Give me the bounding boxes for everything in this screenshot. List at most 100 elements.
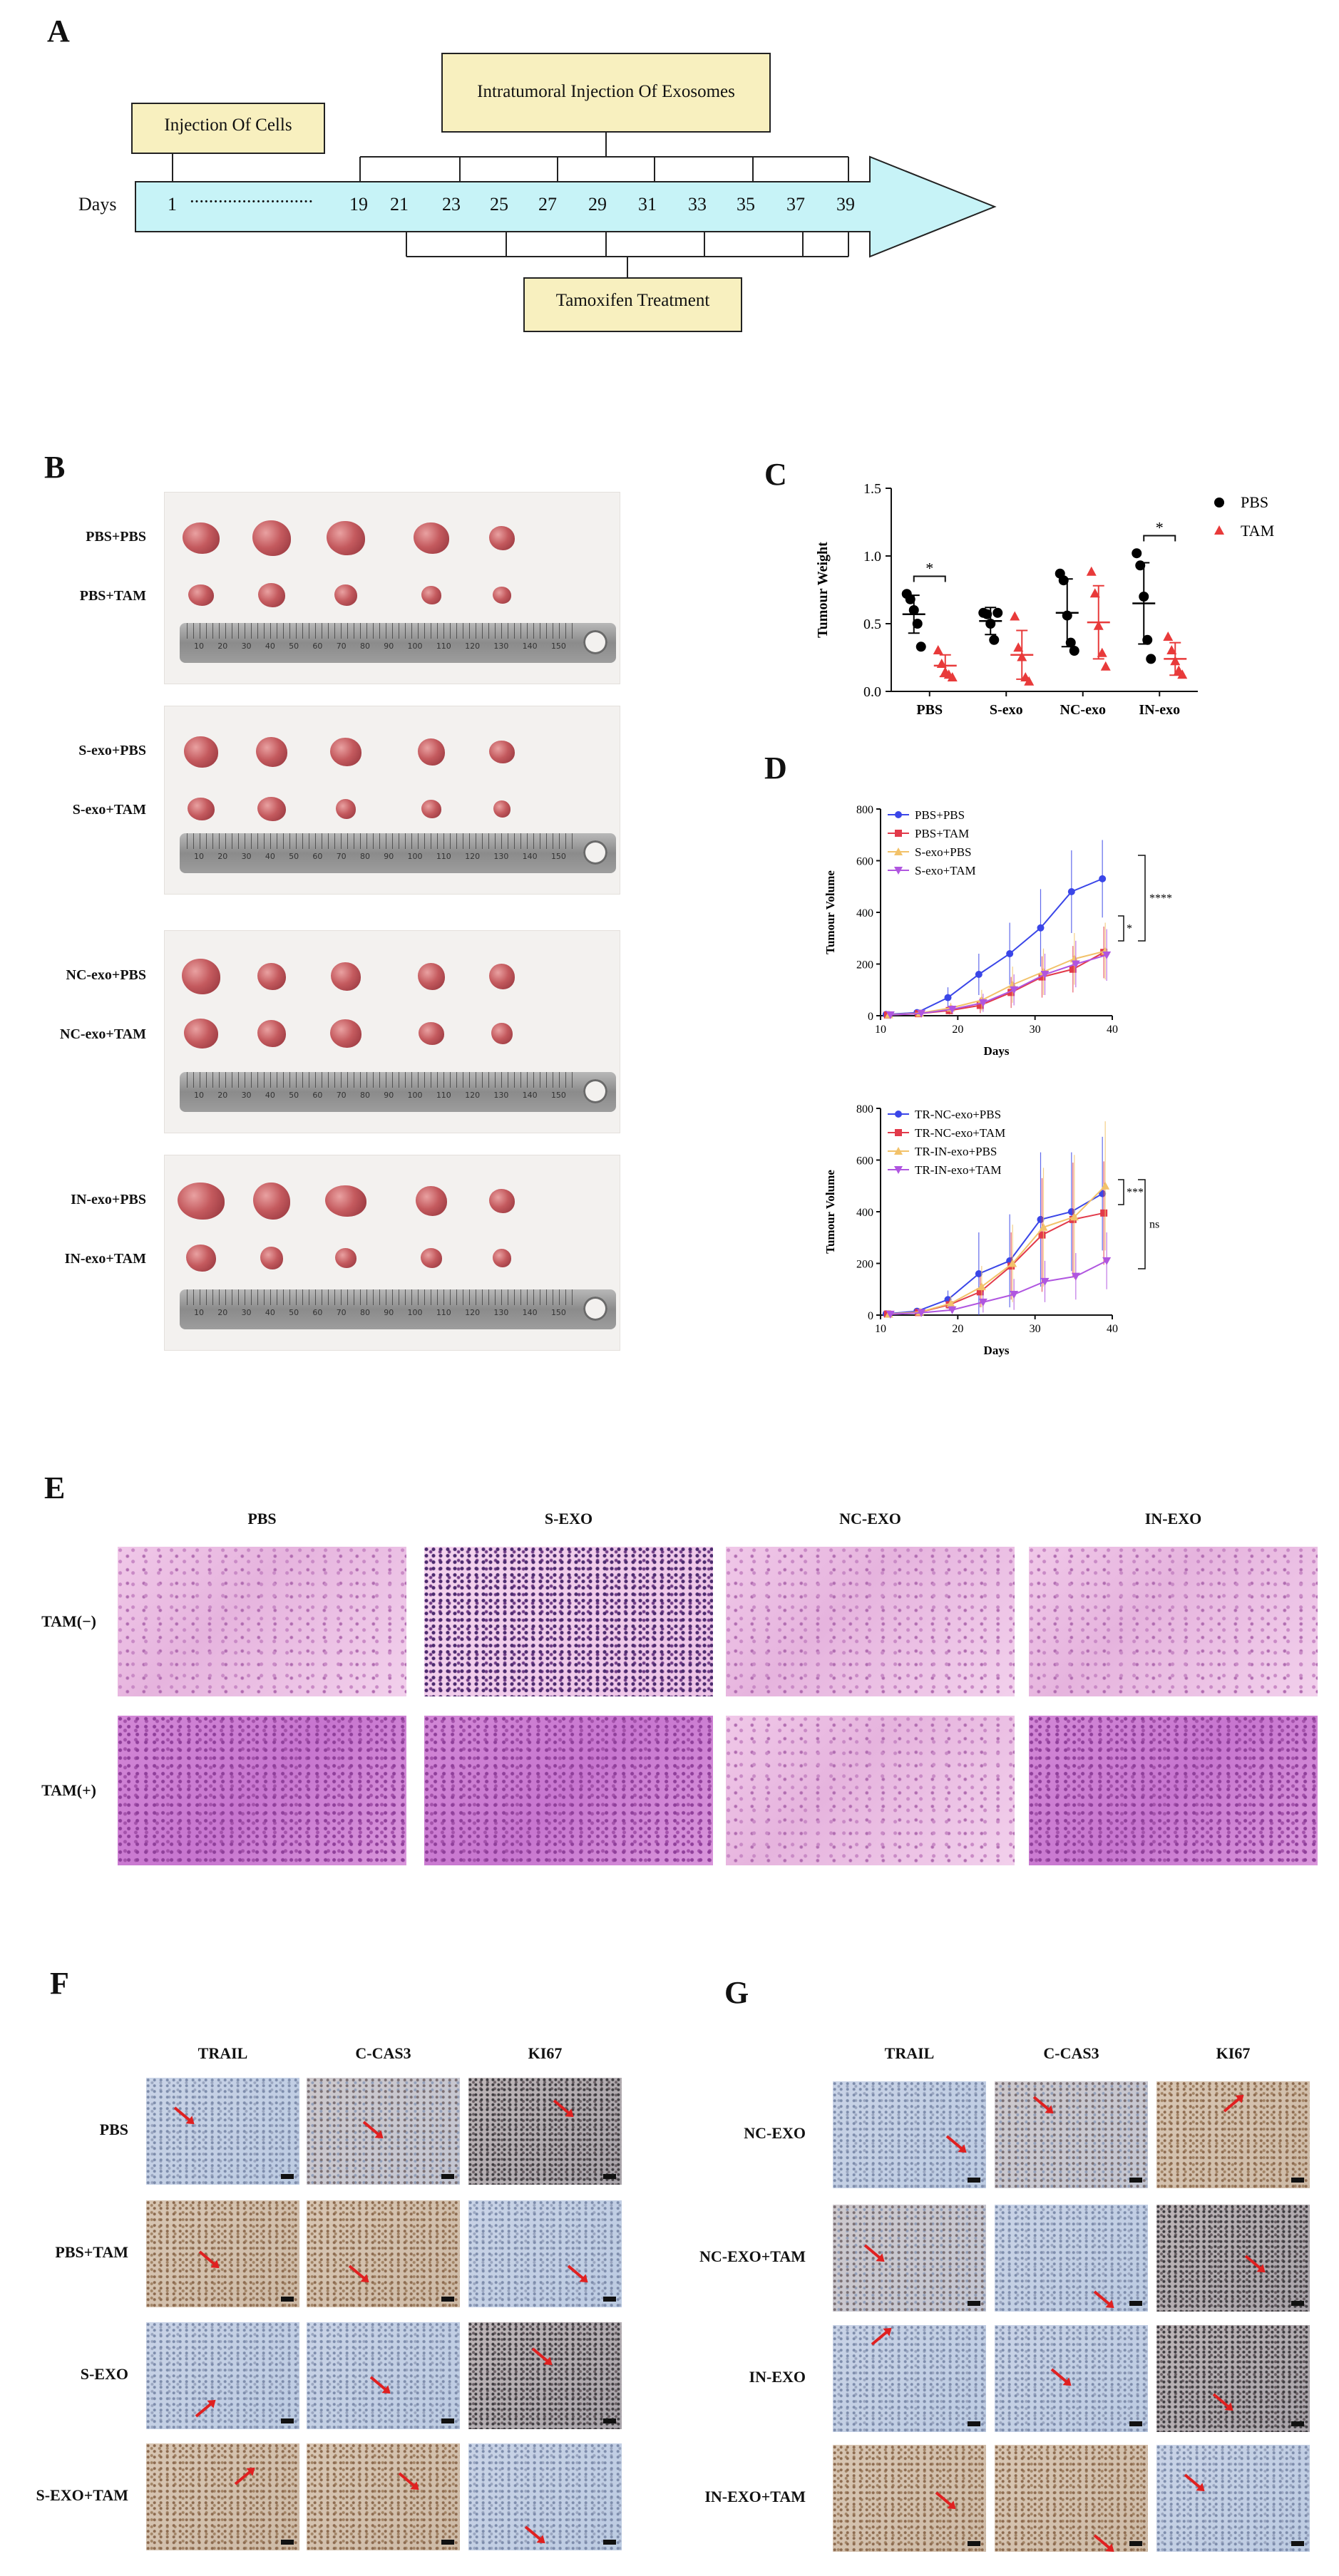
tumor-sample [334,584,357,606]
scale-bar [1129,2178,1142,2183]
series-line [890,1259,1107,1315]
ihc-micrograph [146,2200,299,2307]
y-tick-label: 0 [868,1011,873,1023]
scatter-point [915,642,926,652]
legend-label: S-exo+TAM [915,864,976,877]
red-arrow-icon [935,2491,953,2507]
x-tick-label: 30 [1030,1323,1041,1335]
data-point [1037,924,1045,932]
scatter-point [1024,676,1035,686]
legend-marker [894,867,903,875]
legend-label: TR-NC-exo+PBS [915,1108,1001,1121]
tumour-weight-chart: 0.0 0.5 1.0 1.5 Tumour Weight PBS S-exo NC-exo I… [815,481,1274,718]
row-header: PBS [99,2121,128,2138]
x-tick-label: 20 [952,1323,963,1335]
red-arrow-icon [1184,2473,1201,2489]
ruler-number: 80 [359,852,370,861]
ruler-number: 60 [312,1091,323,1100]
group-label-bottom: NC-exo+TAM [60,1026,146,1042]
data-point [1100,1209,1108,1217]
tumor-sample [330,738,361,766]
tumor-sample [188,798,215,820]
ruler-number: 150 [550,1308,566,1317]
ruler-number: 100 [407,1091,423,1100]
scatter-point [1100,661,1111,671]
y-tick-label: 400 [856,907,873,919]
ruler-number: 110 [436,642,451,651]
ihc-micrograph [1156,2081,1310,2188]
row-header: TAM(−) [41,1612,96,1630]
scale-bar [1291,2301,1304,2306]
data-point [1099,875,1107,882]
ruler-number: 100 [407,1308,423,1317]
scale-bar [281,2297,294,2302]
tumor-sample [493,1249,511,1267]
timeline-diagram [131,53,997,332]
scatter-point [1065,637,1076,648]
tumor-sample [257,797,286,821]
x-tick-label: IN-exo [1139,702,1180,718]
red-arrow-icon [1093,2534,1111,2550]
day-tick-label: 27 [538,194,557,215]
data-point [1038,973,1046,981]
data-point [886,1011,895,1019]
panel-label-g: G [724,1975,749,2010]
scale-bar [603,2418,616,2423]
column-header: IN-EXO [1144,1510,1202,1527]
row-header: NC-EXO [744,2124,806,2142]
tumor-sample [331,962,361,991]
tumor-sample [260,1247,283,1269]
ruler-numbers: 10 20 30 40 50 60 70 80 90 100 110 120 130 140 150 [194,642,566,651]
day-tick-label: 35 [737,194,755,215]
tumor-sample [184,736,218,768]
data-point [917,1009,926,1018]
ruler-number: 50 [289,642,299,651]
timeline-days: 19 21 23 25 27 29 31 33 35 37 39 [349,194,863,218]
legend-marker [895,811,902,818]
y-axis-label: Tumour Volume [824,1170,837,1254]
significance-label: **** [1149,892,1172,905]
red-arrow-icon [398,2472,416,2488]
ruler-number: 10 [194,642,204,651]
red-arrow-icon [1223,2097,1241,2113]
legend-marker [894,1147,903,1155]
scatter-point [1086,566,1097,576]
tumor-sample [336,799,356,819]
column-header: KI67 [528,2044,563,2062]
legend-label: PBS [1241,493,1268,511]
legend-label: TR-IN-exo+TAM [915,1163,1002,1177]
x-axis-label: Days [984,1044,1010,1058]
days-label: Days [78,194,117,215]
y-tick-label: 0.5 [863,617,881,632]
y-tick-label: 400 [856,1207,873,1219]
day-tick-label: 37 [786,194,805,215]
ruler-number: 110 [436,1091,451,1100]
tumor-sample [256,737,287,767]
ruler-number: 90 [384,1308,394,1317]
ihc-micrograph [307,2078,460,2185]
red-arrow-icon [531,2347,549,2363]
day-tick-label: 33 [688,194,707,215]
data-point [1006,950,1014,957]
day-first: 1 [168,194,177,215]
data-point [975,971,983,978]
tumour-volume-chart-1: 0 200 400 600 800 10 20 30 40 Days Tumour Volume PB… [824,804,1172,1058]
data-point [976,1288,984,1296]
ruler-number: 30 [241,642,252,651]
ihc-micrograph [307,2443,460,2550]
data-point [1040,971,1050,979]
red-arrow-icon [945,2135,963,2150]
x-axis-label: Days [984,1344,1010,1357]
x-tick-label: 10 [875,1323,886,1335]
ihc-micrograph [468,2443,622,2550]
column-header: PBS [247,1510,277,1527]
scale-bar [441,2418,454,2423]
group-label-bottom: S-exo+TAM [72,802,146,818]
ruler-number: 70 [336,1091,347,1100]
x-tick-label: 40 [1107,1024,1118,1036]
tumor-sample [421,800,441,818]
he-micrograph [118,1716,406,1865]
tumor-sample [186,1245,216,1272]
ruler: 10 20 30 40 50 60 70 80 90 100 110 120 130 140 150 [180,833,616,873]
ihc-micrograph [468,2200,622,2307]
